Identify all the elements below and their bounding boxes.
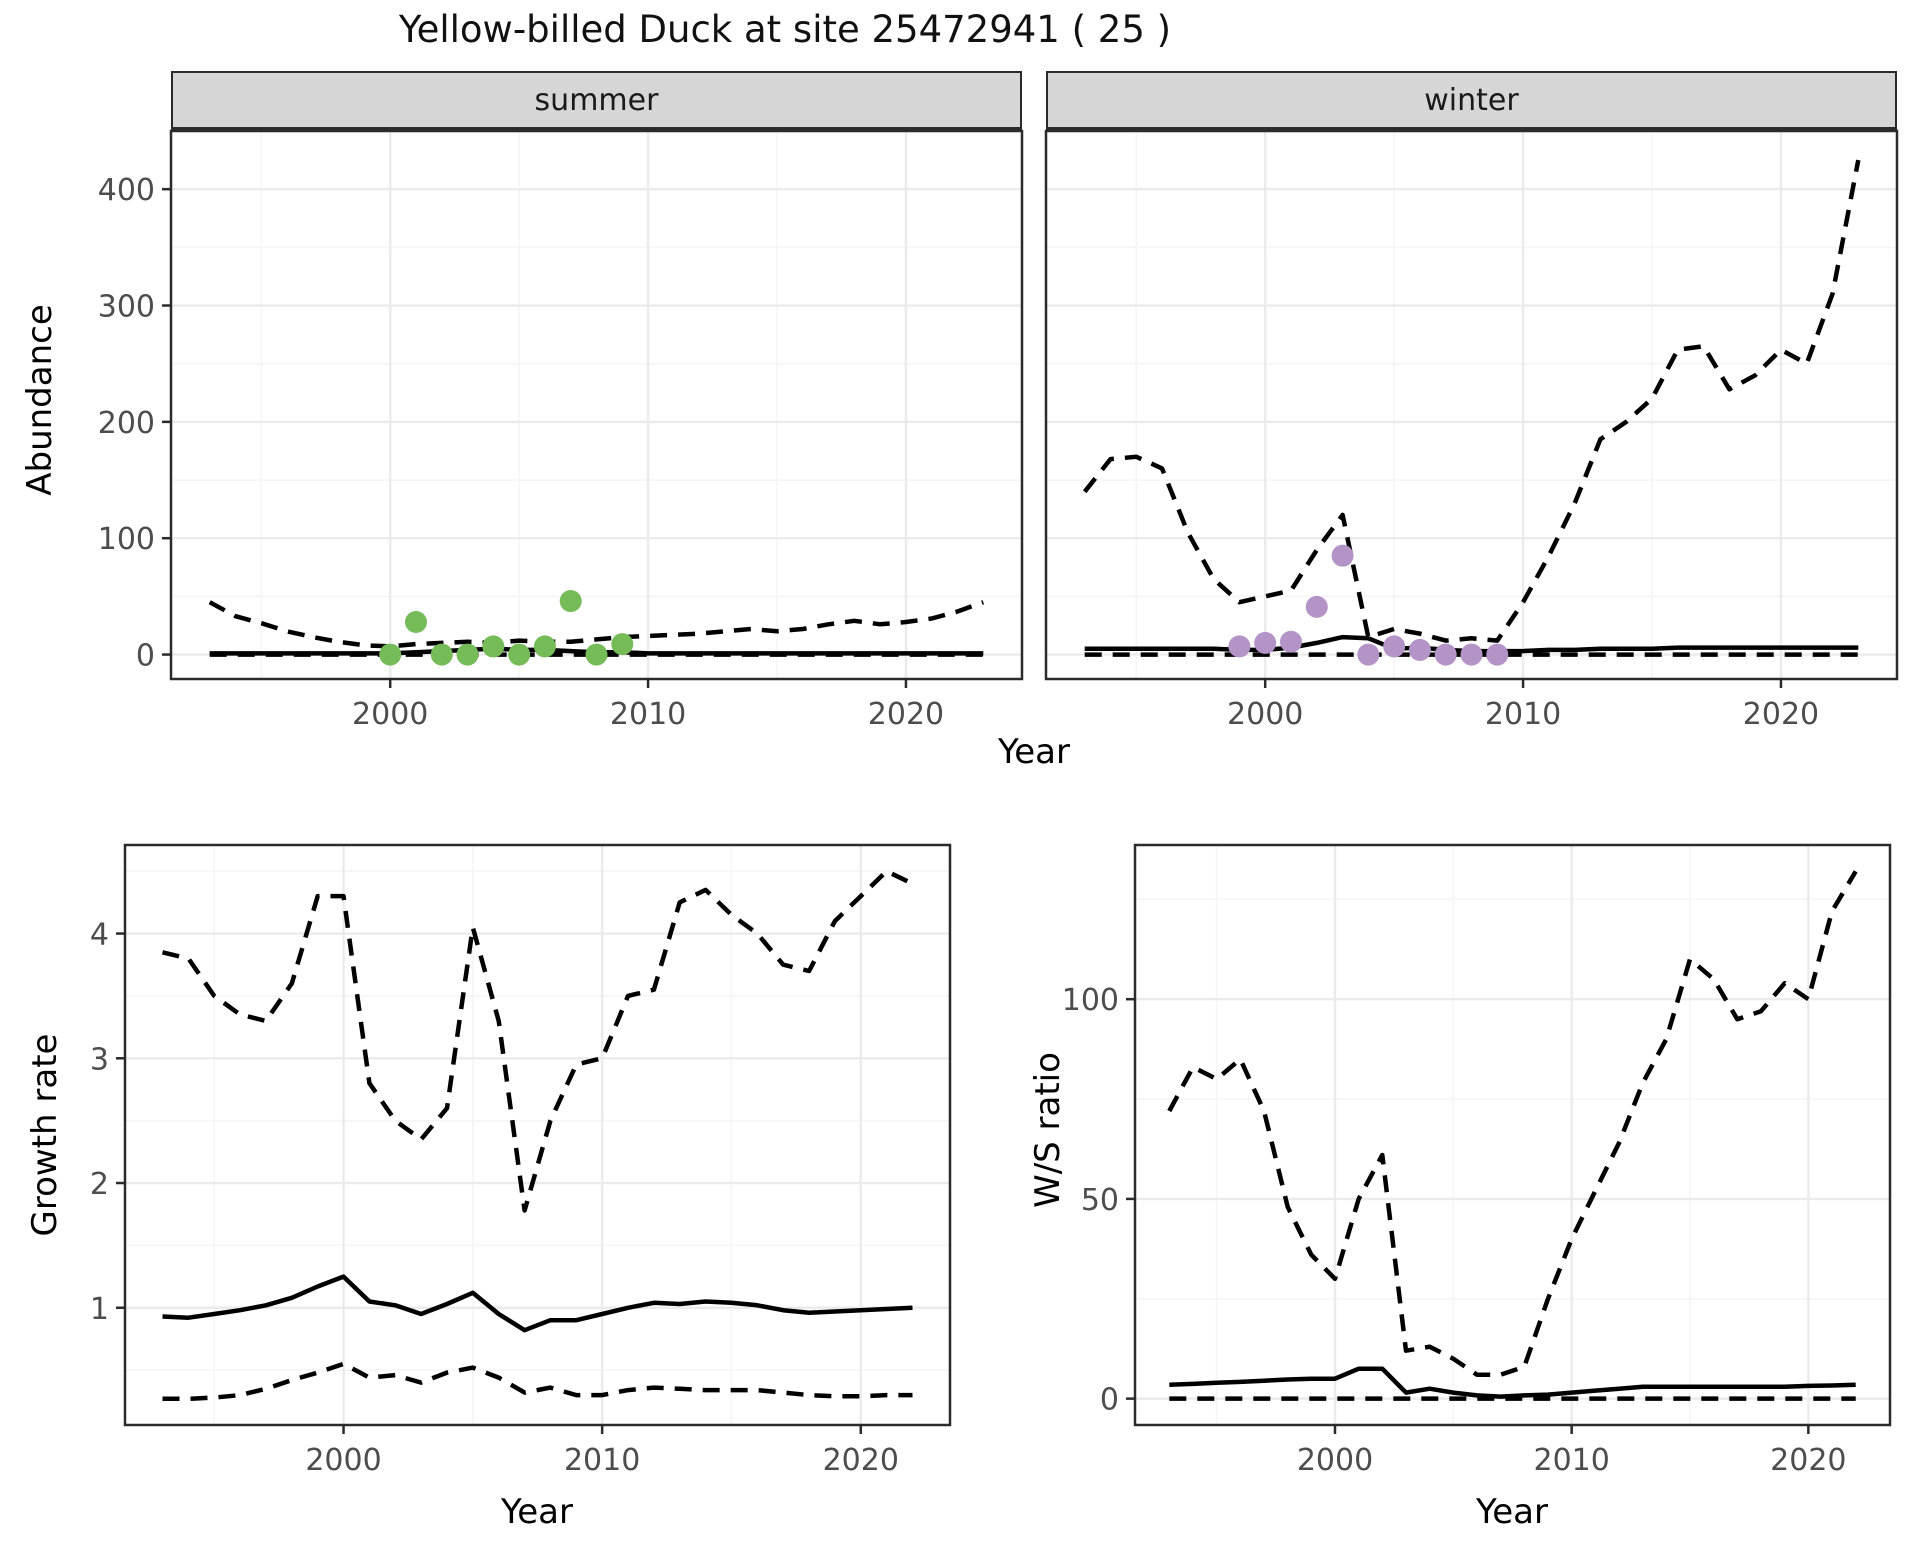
ws-ratio-y-tick-label: 100 [1062,983,1119,1018]
summer-observation-point [508,643,531,666]
growth-rate-x-tick-label: 2010 [564,1443,640,1478]
winter-observation-point [1434,643,1457,666]
year-axis-title-top: Year [998,732,1070,772]
winter-observation-point [1408,638,1431,661]
winter-observation-point [1486,643,1509,666]
ws-ratio-panel: 2000 2010 2020 0 50 100 [1062,843,1892,1478]
summer-y-tick-label: 200 [98,406,155,441]
ws-ratio-axis-title: W/S ratio [1028,1052,1068,1208]
facet-strip-summer-label: summer [534,82,659,118]
growth-rate-mean-line [162,1274,913,1333]
summer-observation-point [404,610,427,633]
facet-strip-winter: winter [1046,71,1897,131]
growth-rate-lower_95ci-line [162,1361,913,1402]
winter-observation-point [1254,631,1277,654]
growth-rate-y-tick-label: 4 [90,918,109,953]
ws-ratio-panel-border [1133,843,1892,1427]
winter-panel-border [1044,129,1899,681]
summer-y-tick-label: 100 [98,522,155,557]
figure-title: Yellow-billed Duck at site 25472941 ( 25… [398,8,1172,51]
winter-observation-point [1228,635,1251,658]
winter-panel: 2000 2010 2020 [1044,129,1899,732]
ws-ratio-panel-background [1135,845,1890,1425]
growth-rate-y-tick-label: 2 [90,1167,109,1202]
winter-panel-background [1046,131,1897,679]
ws-ratio-x-tick-label: 2010 [1533,1443,1609,1478]
winter-x-tick-label: 2000 [1227,697,1303,732]
ws-ratio-x-tick-label: 2000 [1297,1443,1373,1478]
ws-ratio-upper_95ci-line [1167,870,1858,1377]
summer-observation-point [611,633,634,656]
growth-rate-panel-background [125,845,950,1425]
winter-observation-point [1357,643,1380,666]
ws-ratio-mean-line [1169,1366,1856,1399]
facet-strip-summer: summer [171,71,1022,131]
winter-upper_95ci-line [1082,159,1861,643]
summer-y-tick-label: 400 [98,173,155,208]
summer-x-tick-label: 2000 [352,697,428,732]
winter-observation-point [1305,595,1328,618]
summer-panel: 2000 2010 2020 0 100 200 300 400 [98,129,1024,732]
ws-ratio-y-tick-label: 0 [1100,1383,1119,1418]
growth-rate-y-tick-label: 3 [90,1042,109,1077]
growth-rate-upper_95ci-line [161,868,914,1213]
growth-rate-x-tick-label: 2000 [305,1443,381,1478]
ws-ratio-y-tick-label: 50 [1081,1183,1119,1218]
summer-observation-point [533,635,556,658]
year-axis-title-ws: Year [1476,1492,1548,1532]
ws-ratio-x-tick-label: 2020 [1770,1443,1846,1478]
winter-observation-point [1279,630,1302,653]
summer-observation-point [585,643,608,666]
summer-y-tick-label: 300 [98,290,155,325]
growth-rate-axis-title: Growth rate [25,1033,65,1237]
summer-observation-point [559,590,582,613]
winter-x-tick-label: 2010 [1485,697,1561,732]
facet-strip-winter-label: winter [1424,82,1519,118]
summer-panel-border [169,129,1024,681]
growth-rate-panel-border [123,843,952,1427]
winter-observation-point [1460,643,1483,666]
summer-y-tick-label: 0 [136,639,155,674]
summer-upper_95ci-line [208,600,985,649]
year-axis-title-growth: Year [501,1492,573,1532]
winter-observation-point [1383,635,1406,658]
growth-rate-x-tick-label: 2020 [823,1443,899,1478]
summer-observation-point [456,643,479,666]
summer-observation-point [430,643,453,666]
abundance-axis-title: Abundance [20,304,60,496]
summer-observation-point [379,643,402,666]
growth-rate-y-tick-label: 1 [90,1292,109,1327]
growth-rate-panel: 2000 2010 2020 1 2 3 4 [90,843,952,1478]
summer-observation-point [482,635,505,658]
summer-x-tick-label: 2020 [868,697,944,732]
summer-x-tick-label: 2010 [610,697,686,732]
winter-observation-point [1331,544,1354,567]
winter-x-tick-label: 2020 [1743,697,1819,732]
summer-panel-background [171,131,1022,679]
